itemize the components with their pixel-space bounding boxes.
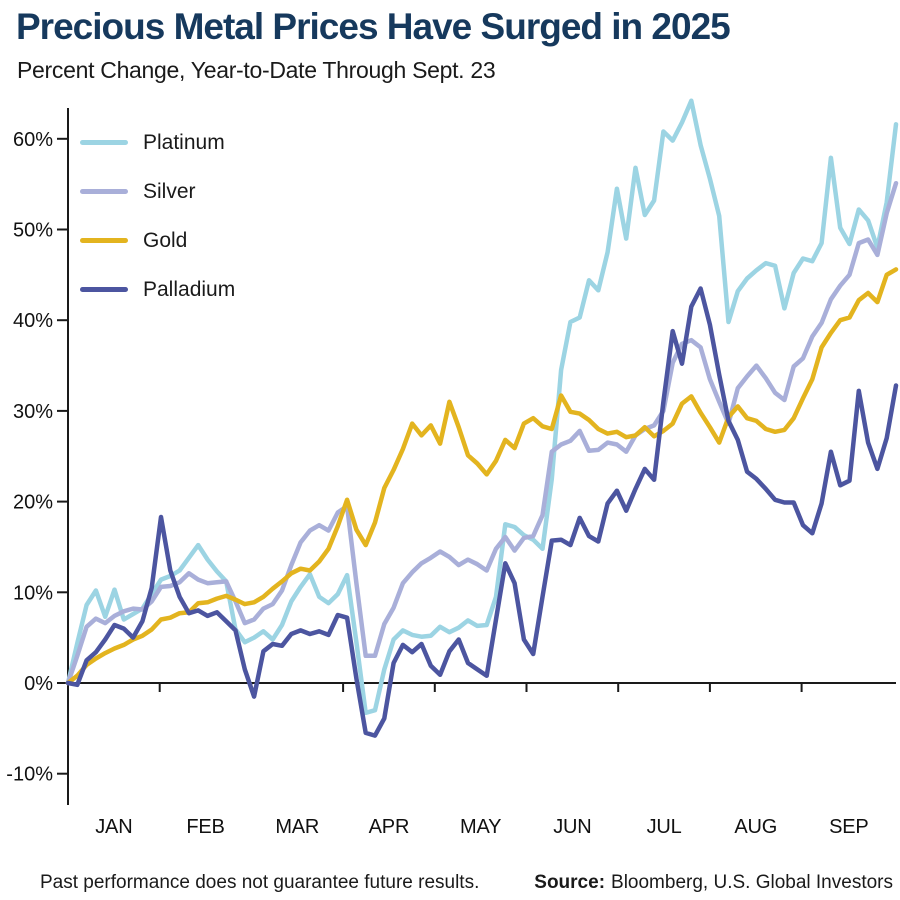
legend-label: Silver	[143, 179, 196, 203]
series-line-palladium	[65, 286, 899, 738]
source-label: Source:	[534, 872, 606, 893]
x-month-label: JUL	[647, 816, 682, 838]
x-month-label: AUG	[734, 816, 777, 838]
chart-title: Precious Metal Prices Have Surged in 202…	[16, 6, 731, 47]
source-value: Bloomberg, U.S. Global Investors	[611, 872, 893, 893]
palladium-line-swatch	[80, 287, 128, 292]
chart-footer: Past performance does not guarantee futu…	[40, 872, 893, 894]
chart-legend: Platinum Silver Gold Palladium	[80, 130, 235, 326]
x-month-label: JAN	[95, 816, 132, 838]
y-tick-label: 60%	[13, 129, 53, 151]
y-tick-label: 30%	[13, 401, 53, 423]
legend-item-platinum: Platinum	[80, 130, 235, 155]
y-tick-label: -10%	[6, 764, 53, 786]
x-month-label: MAR	[275, 816, 319, 838]
series-line-silver	[65, 180, 899, 686]
silver-line-swatch	[80, 189, 128, 194]
y-tick-label: 10%	[13, 582, 53, 604]
legend-item-gold: Gold	[80, 228, 235, 253]
y-tick-label: 20%	[13, 492, 53, 514]
x-month-label: FEB	[186, 816, 224, 838]
x-month-label: SEP	[829, 816, 868, 838]
x-month-label: MAY	[460, 816, 501, 838]
series-line-gold	[65, 267, 899, 686]
legend-item-silver: Silver	[80, 179, 235, 204]
legend-label: Gold	[143, 228, 188, 252]
disclaimer-text: Past performance does not guarantee futu…	[40, 872, 480, 893]
legend-item-palladium: Palladium	[80, 277, 235, 302]
x-month-label: JUN	[553, 816, 591, 838]
gold-line-swatch	[80, 238, 128, 243]
legend-label: Platinum	[143, 130, 225, 154]
y-tick-label: 50%	[13, 220, 53, 242]
platinum-line-swatch	[80, 140, 128, 145]
y-tick-label: 40%	[13, 310, 53, 332]
source-attribution: Source: Bloomberg, U.S. Global Investors	[534, 872, 893, 894]
series-line-platinum	[65, 98, 899, 716]
x-month-label: APR	[369, 816, 410, 838]
legend-label: Palladium	[143, 277, 236, 301]
y-tick-label: 0%	[24, 673, 53, 695]
chart-subtitle: Percent Change, Year-to-Date Through Sep…	[17, 57, 496, 83]
